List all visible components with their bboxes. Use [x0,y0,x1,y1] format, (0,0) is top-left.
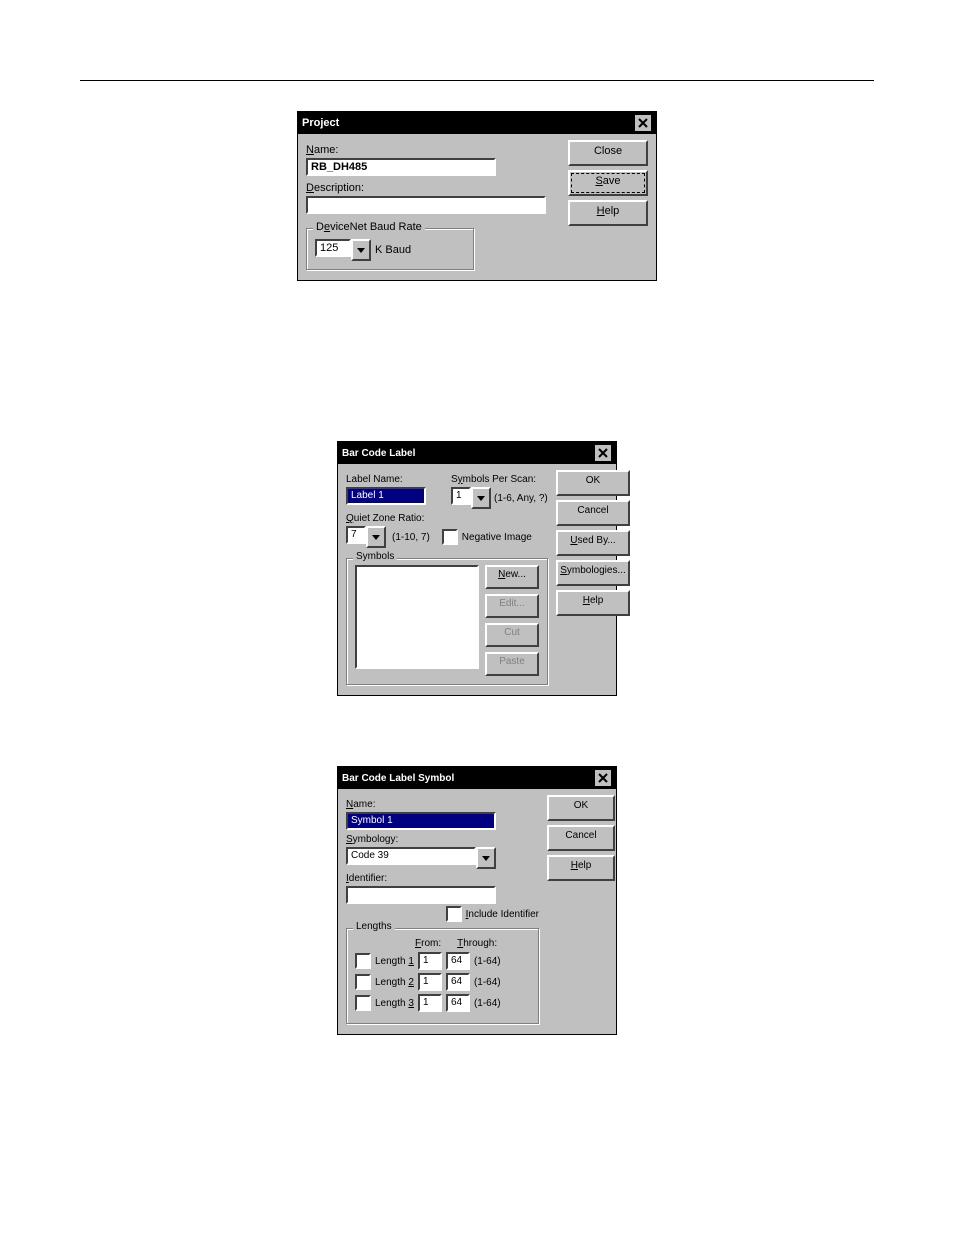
length-through-input[interactable]: 64 [446,994,470,1012]
length-from-input[interactable]: 1 [418,952,442,970]
help-button[interactable]: Help [556,590,630,616]
dialog-title: Bar Code Label Symbol [342,773,594,784]
titlebar: Bar Code Label [338,442,616,464]
label-name-label: Label Name: [346,474,443,485]
through-label: Through: [457,938,497,949]
symbols-listbox[interactable] [355,565,479,669]
cancel-button[interactable]: Cancel [556,500,630,526]
length-checkbox[interactable]: Length 2 [355,974,414,990]
baud-dropdown[interactable]: 125 [315,239,371,261]
negative-image-checkbox[interactable]: Negative Image [442,529,532,545]
length-row: Length 2 164 (1-64) [355,973,530,991]
length-hint: (1-64) [474,998,501,1009]
chevron-down-icon[interactable] [471,487,491,509]
negative-image-label: Negative Image [462,532,532,543]
length-from-input[interactable]: 1 [418,973,442,991]
titlebar: Bar Code Label Symbol [338,767,616,789]
dialog-title: Project [302,117,634,129]
save-button[interactable]: Save [568,170,648,196]
new-button[interactable]: New... [485,565,539,589]
close-button[interactable]: Close [568,140,648,166]
length-row: Length 3 164 (1-64) [355,994,530,1012]
baud-group-label: DeviceNet Baud Rate [313,221,425,233]
close-icon[interactable] [594,769,612,787]
barcode-label-dialog: Bar Code Label Label Name: Label 1 Symbo… [337,441,617,696]
identifier-input[interactable] [346,886,496,904]
project-dialog: Project Name: RB_DH485 Description: Devi… [297,111,657,281]
length-checkbox[interactable]: Length 3 [355,995,414,1011]
symbol-name-input[interactable]: Symbol 1 [346,812,496,830]
edit-button[interactable]: Edit... [485,594,539,618]
barcode-symbol-dialog: Bar Code Label Symbol Name: Symbol 1 Sym… [337,766,617,1035]
quiet-zone-hint: (1-10, 7) [392,532,430,543]
length-row: Length 1 164 (1-64) [355,952,530,970]
quiet-zone-dropdown[interactable]: 7 [346,526,386,548]
name-label: Name: [346,799,539,810]
length-label: Length 3 [375,998,414,1009]
length-label: Length 2 [375,977,414,988]
paste-button[interactable]: Paste [485,652,539,676]
titlebar: Project [298,112,656,134]
chevron-down-icon[interactable] [476,847,496,869]
close-icon[interactable] [634,114,652,132]
symbols-per-scan-dropdown[interactable]: 1 [451,487,491,509]
chevron-down-icon[interactable] [351,239,371,261]
ok-button[interactable]: OK [556,470,630,496]
help-button[interactable]: Help [547,855,615,881]
baud-group: DeviceNet Baud Rate 125 K Baud [306,228,474,270]
name-label: Name: [306,144,560,156]
used-by-button[interactable]: Used By... [556,530,630,556]
length-through-input[interactable]: 64 [446,973,470,991]
symbology-dropdown[interactable]: Code 39 [346,847,496,869]
description-input[interactable] [306,196,546,214]
symbols-group-label: Symbols [353,551,397,562]
close-icon[interactable] [594,444,612,462]
symbols-per-scan-label: Symbols Per Scan: [451,474,548,485]
cancel-button[interactable]: Cancel [547,825,615,851]
help-button[interactable]: Help [568,200,648,226]
symbols-group: Symbols New... Edit... Cut Paste [346,558,548,685]
length-hint: (1-64) [474,977,501,988]
chevron-down-icon[interactable] [366,526,386,548]
symbols-per-scan-hint: (1-6, Any, ?) [494,493,548,504]
name-input[interactable]: RB_DH485 [306,158,496,176]
lengths-group: Lengths From: Through: Length 1164(1-64)… [346,928,539,1024]
length-checkbox[interactable]: Length 1 [355,953,414,969]
length-hint: (1-64) [474,956,501,967]
cut-button[interactable]: Cut [485,623,539,647]
from-label: From: [415,938,441,949]
description-label: Description: [306,182,560,194]
length-from-input[interactable]: 1 [418,994,442,1012]
length-label: Length 1 [375,956,414,967]
symbologies-button[interactable]: Symbologies... [556,560,630,586]
quiet-zone-label: Quiet Zone Ratio: [346,513,548,524]
baud-value: 125 [315,239,351,257]
include-identifier-checkbox[interactable]: Include Identifier [446,906,539,922]
ok-button[interactable]: OK [547,795,615,821]
lengths-group-label: Lengths [353,921,395,932]
dialog-title: Bar Code Label [342,448,594,459]
symbology-label: Symbology: [346,834,539,845]
baud-suffix-label: K Baud [375,244,411,256]
include-identifier-label: Include Identifier [466,909,539,920]
label-name-input[interactable]: Label 1 [346,487,426,505]
identifier-label: Identifier: [346,873,539,884]
length-through-input[interactable]: 64 [446,952,470,970]
